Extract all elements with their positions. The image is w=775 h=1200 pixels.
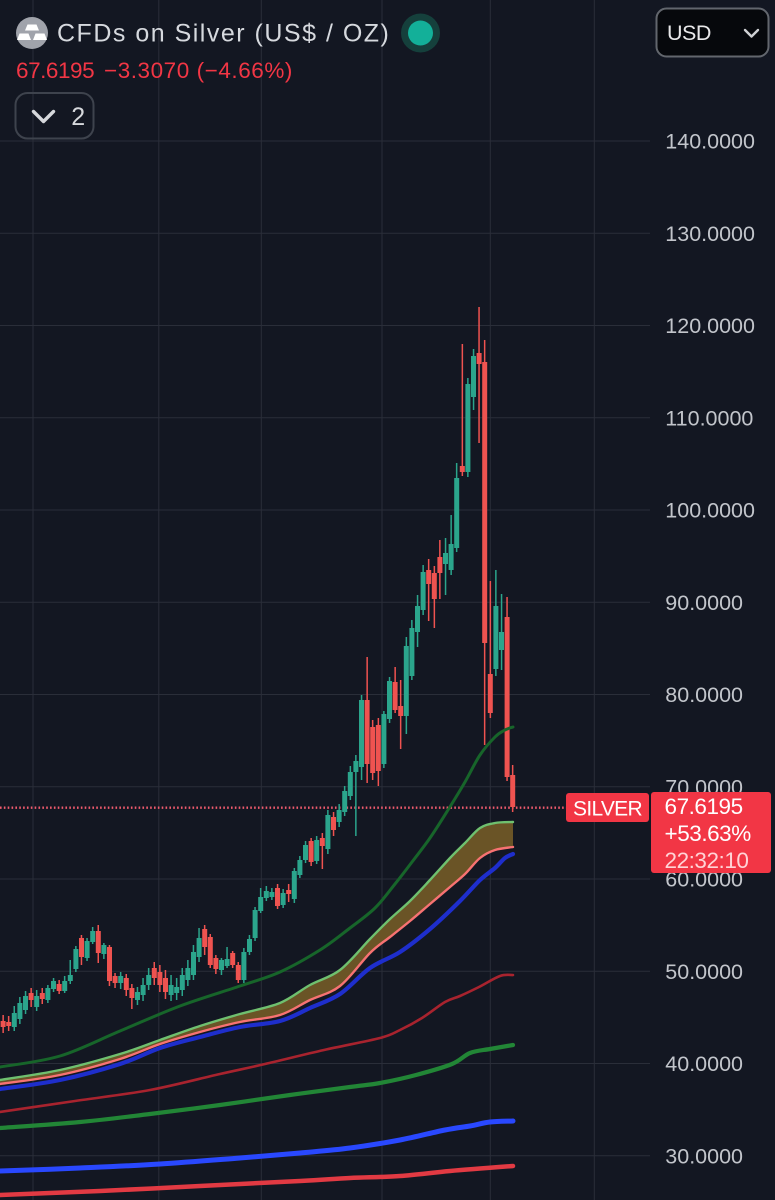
svg-text:2: 2: [71, 103, 85, 131]
svg-text:100.0000: 100.0000: [665, 499, 755, 523]
svg-text:67.6195: 67.6195: [16, 58, 94, 83]
svg-text:90.0000: 90.0000: [665, 591, 743, 615]
svg-text:CFDs on Silver (US$ / OZ): CFDs on Silver (US$ / OZ): [57, 20, 390, 48]
svg-text:22:32:10: 22:32:10: [665, 848, 749, 873]
svg-text:40.0000: 40.0000: [665, 1052, 743, 1076]
svg-text:50.0000: 50.0000: [665, 960, 743, 984]
svg-text:130.0000: 130.0000: [665, 222, 755, 246]
svg-text:67.6195: 67.6195: [665, 794, 743, 819]
svg-text:120.0000: 120.0000: [665, 314, 755, 338]
svg-text:+53.63%: +53.63%: [665, 821, 752, 846]
svg-text:80.0000: 80.0000: [665, 683, 743, 707]
svg-text:110.0000: 110.0000: [665, 406, 753, 430]
svg-text:SILVER: SILVER: [573, 798, 642, 821]
svg-text:140.0000: 140.0000: [665, 130, 755, 154]
svg-text:USD: USD: [667, 21, 711, 45]
svg-text:30.0000: 30.0000: [665, 1145, 743, 1169]
svg-text:−3.3070 (−4.66%): −3.3070 (−4.66%): [104, 58, 293, 83]
